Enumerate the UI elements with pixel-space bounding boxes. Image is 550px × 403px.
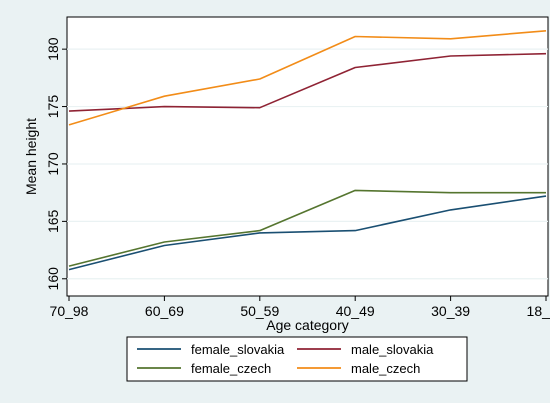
legend: female_slovakia male_slovakia female_czech… (126, 336, 468, 382)
legend-label: male_czech (351, 361, 420, 376)
x-tick-label: 50_59 (240, 303, 279, 319)
x-tick-label: 18_29 (527, 303, 550, 319)
y-tick-label: 165 (45, 209, 61, 233)
y-tick-label: 175 (45, 95, 61, 119)
legend-label: female_czech (191, 361, 271, 376)
gridlines (67, 48, 548, 280)
x-tick-label: 70_98 (50, 303, 89, 319)
series-line-female-czech (68, 189, 546, 267)
axes: 160 165 170 175 180 70_98 60_69 50_59 40_49 30_39… (45, 37, 550, 319)
series-lines (68, 30, 547, 271)
series-line-female-slovakia (68, 195, 547, 271)
x-axis-title: Age category (266, 317, 349, 333)
legend-box (126, 336, 468, 382)
legend-label: female_slovakia (191, 342, 285, 357)
y-axis-title: Mean height (23, 118, 39, 195)
legend-label: male_slovakia (351, 342, 434, 357)
y-tick-label: 170 (45, 152, 61, 176)
x-tick-label: 30_39 (431, 303, 470, 319)
plot-area (66, 16, 549, 297)
x-tick-label: 40_49 (336, 303, 375, 319)
y-tick-label: 180 (45, 37, 61, 61)
series-line-male-slovakia (68, 52, 547, 112)
y-tick-label: 160 (45, 267, 61, 291)
x-tick-label: 60_69 (145, 303, 184, 319)
series-line-male-czech (68, 30, 547, 126)
